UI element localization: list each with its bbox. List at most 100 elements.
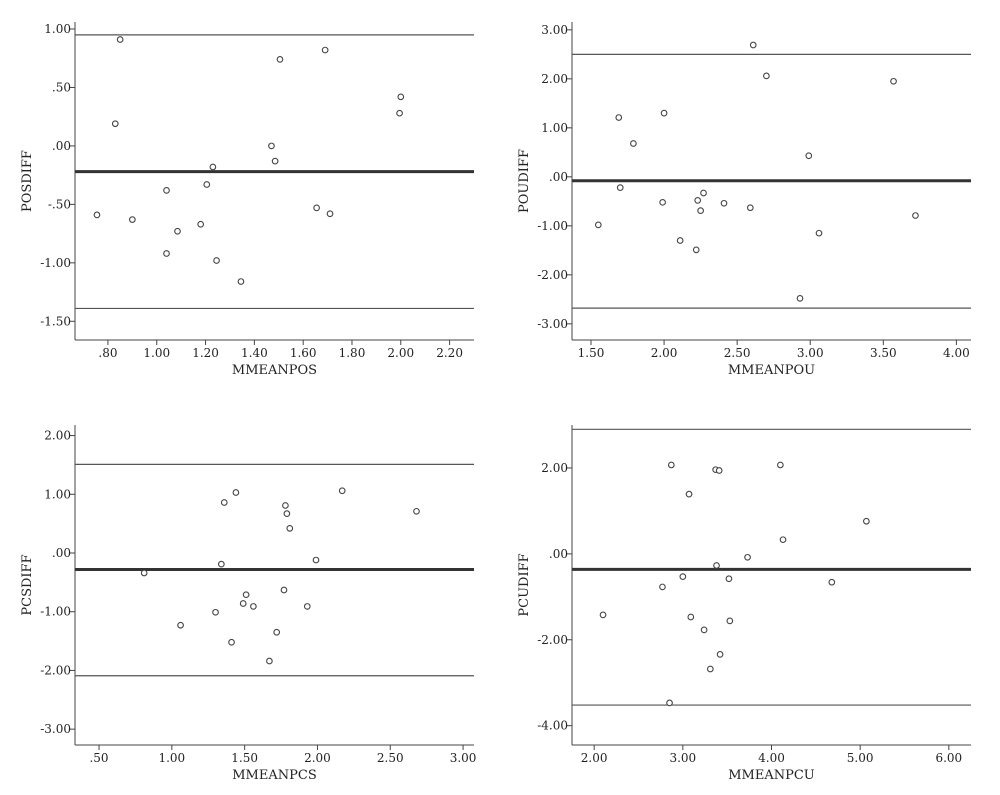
chart-4-data-point <box>716 651 724 658</box>
chart-3-ytick-label: .00 <box>52 546 71 560</box>
chart-3-data-point <box>266 657 273 665</box>
chart-1-data-point <box>397 93 405 101</box>
chart-1-data-point <box>321 46 329 54</box>
chart-3-data-point <box>239 600 247 607</box>
chart-1-data-point <box>116 36 124 43</box>
chart-3-data-point <box>286 524 294 532</box>
chart-3-x-axis-title: MMEANPCS <box>232 768 316 783</box>
chart-3-xtick-label: 2.00 <box>304 751 331 765</box>
chart-4-ytick-label: 2.00 <box>541 461 568 475</box>
chart-4-y-axis-title: PCUDIFF <box>517 553 532 616</box>
chart-4-data-point <box>715 467 723 474</box>
chart-4: 2.00 .00 -2.00 -4.00 2.00 3.00 4.00 5.00 6.00 MME… <box>517 425 971 783</box>
chart-4-data-point <box>777 461 784 469</box>
chart-3-ytick-label: -2.00 <box>40 663 71 677</box>
chart-1-xtick-label: 1.00 <box>143 346 170 360</box>
chart-2-ytick-label: .00 <box>549 170 568 184</box>
chart-4-data-point <box>679 573 687 580</box>
chart-1: 1.00 .50 .00 -.50 -1.00 -1.50 .80 1.00 1.20 1.40 1… <box>20 22 474 378</box>
chart-3-y-axis-title: PCSDIFF <box>20 554 35 615</box>
chart-2-x-axis-title: MMEANPOU <box>728 363 815 378</box>
chart-1-data-point <box>313 204 320 212</box>
chart-2-data-point <box>746 204 754 212</box>
chart-1-data-point <box>396 109 403 117</box>
chart-3-data-point <box>312 556 320 564</box>
chart-2-data-point <box>805 152 813 160</box>
chart-1-ytick-label: .00 <box>52 139 71 153</box>
chart-4-data-point <box>828 578 836 586</box>
chart-3-xtick-label: 3.00 <box>450 751 477 765</box>
chart-2-data-point <box>594 221 602 229</box>
chart-1-xtick-label: 2.20 <box>436 346 463 360</box>
chart-1-ytick-label: 1.00 <box>44 22 71 36</box>
chart-3-data-point <box>220 499 228 506</box>
chart-2-data-point <box>763 72 770 80</box>
chart-3: 2.00 1.00 .00 -1.00 -2.00 -3.00 .50 1.00 1.50 2.0… <box>20 425 476 783</box>
chart-4-x-axis-title: MMEANPCU <box>728 768 815 783</box>
chart-1-data-point <box>209 163 217 171</box>
chart-4-data-point <box>725 575 733 583</box>
chart-3-data-point <box>303 603 311 610</box>
chart-1-ytick-label: .50 <box>52 80 71 94</box>
chart-2-ytick-label: 2.00 <box>541 72 568 86</box>
chart-3-ytick-label: 2.00 <box>44 429 71 443</box>
chart-2-ytick-label: 1.00 <box>541 121 568 135</box>
chart-4-data-point <box>726 617 734 625</box>
chart-4-data-point <box>659 583 666 591</box>
chart-1-ytick-label: -.50 <box>48 197 71 211</box>
chart-4-data-point <box>667 461 675 469</box>
chart-4-xtick-label: 4.00 <box>758 751 785 765</box>
chart-4-xtick-label: 6.00 <box>935 751 962 765</box>
chart-3-data-point <box>413 507 420 515</box>
chart-1-data-point <box>268 142 275 150</box>
chart-1-data-point <box>111 120 119 128</box>
chart-4-ytick-label: -2.00 <box>537 633 568 647</box>
chart-2-data-point <box>676 237 684 244</box>
chart-2-xtick-label: 2.00 <box>651 346 678 360</box>
chart-2-ytick-label: -2.00 <box>537 268 568 282</box>
chart-4-data-point <box>713 562 720 569</box>
chart-1-ytick-label: -1.00 <box>40 256 71 270</box>
chart-4-data-point <box>599 611 607 619</box>
chart-2-data-point <box>700 189 707 197</box>
chart-3-data-point <box>212 608 219 616</box>
chart-3-xtick-label: 2.50 <box>377 751 404 765</box>
chart-3-data-point <box>273 628 281 636</box>
chart-1-data-point <box>163 250 170 257</box>
chart-1-data-point <box>197 220 205 228</box>
chart-2-data-point <box>697 207 704 214</box>
chart-1-data-point <box>203 181 211 188</box>
chart-2-ytick-label: -1.00 <box>537 219 568 233</box>
chart-2-data-point <box>660 109 668 117</box>
chart-2-ytick-label: 3.00 <box>541 23 568 37</box>
chart-3-data-point <box>280 586 288 594</box>
chart-2-data-point <box>890 77 897 85</box>
chart-2-ytick-label: -3.00 <box>537 317 568 331</box>
chart-4-data-point <box>687 613 695 621</box>
chart-4-data-point <box>706 665 714 673</box>
chart-3-data-point <box>338 487 346 495</box>
chart-3-data-point <box>217 560 225 568</box>
chart-4-data-point <box>700 626 708 634</box>
chart-1-data-point <box>93 211 101 219</box>
chart-3-data-point <box>232 489 240 496</box>
chart-1-xtick-label: 1.80 <box>339 346 366 360</box>
chart-3-xtick-label: 1.00 <box>158 751 185 765</box>
chart-2-xtick-label: 2.50 <box>724 346 751 360</box>
chart-1-data-point <box>276 56 284 63</box>
chart-1-x-axis-title: MMEANPOS <box>232 363 317 378</box>
chart-2-data-point <box>796 295 804 302</box>
chart-3-xtick-label: 1.50 <box>231 751 258 765</box>
chart-2-xtick-label: 3.50 <box>870 346 897 360</box>
chart-2-data-point <box>694 197 702 204</box>
chart-4-ytick-label: .00 <box>549 547 568 561</box>
chart-1-data-point <box>271 157 279 165</box>
chart-1-xtick-label: 1.20 <box>192 346 219 360</box>
chart-2-data-point <box>912 212 919 219</box>
chart-2-data-point <box>692 246 700 254</box>
chart-1-data-point <box>128 216 136 223</box>
chart-4-ytick-label: -4.00 <box>537 719 568 733</box>
chart-1-data-point <box>326 210 334 218</box>
chart-3-data-point <box>250 603 257 610</box>
